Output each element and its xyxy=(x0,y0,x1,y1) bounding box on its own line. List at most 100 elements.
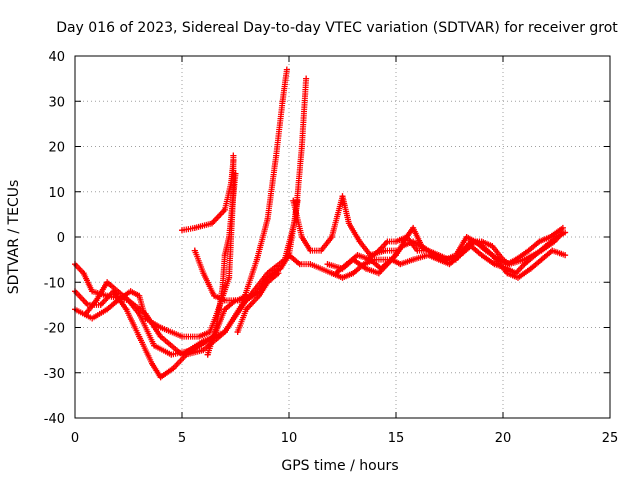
data-point xyxy=(179,227,185,234)
data-point xyxy=(532,252,539,259)
y-axis-label: SDTVAR / TECUs xyxy=(6,180,22,295)
data-point xyxy=(104,306,111,313)
data-point xyxy=(365,256,372,263)
data-point xyxy=(375,247,382,254)
data-point xyxy=(189,347,196,354)
x-tick-label: 25 xyxy=(602,431,619,446)
data-point xyxy=(290,197,297,204)
x-axis-ticks: 0 5 10 15 20 25 xyxy=(71,56,618,446)
x-tick-label: 20 xyxy=(495,431,512,446)
data-point xyxy=(504,265,511,272)
x-tick-label: 0 xyxy=(71,431,79,446)
data-point xyxy=(104,292,111,299)
data-point xyxy=(253,256,260,263)
data-point xyxy=(196,333,203,340)
data-point xyxy=(127,288,134,295)
data-point xyxy=(356,238,363,245)
data-point xyxy=(264,215,271,222)
series-track-10 xyxy=(286,229,566,281)
y-tick-label: -10 xyxy=(44,276,65,291)
data-point xyxy=(157,374,164,381)
data-point xyxy=(354,252,361,259)
data-point xyxy=(525,247,532,254)
data-point xyxy=(549,247,556,254)
data-point xyxy=(435,252,442,259)
data-point xyxy=(104,279,111,286)
series-track-7 xyxy=(204,170,239,358)
data-point xyxy=(339,193,346,200)
data-point xyxy=(393,252,399,259)
data-point xyxy=(232,170,239,177)
data-point xyxy=(339,274,346,281)
x-tick-label: 10 xyxy=(281,431,298,446)
y-tick-label: -30 xyxy=(44,367,65,382)
data-point xyxy=(467,243,474,250)
data-point xyxy=(200,270,207,277)
data-point xyxy=(538,256,545,263)
data-point xyxy=(286,252,292,259)
data-point xyxy=(243,292,250,299)
data-point xyxy=(168,351,175,358)
data-point xyxy=(221,306,228,313)
data-point xyxy=(542,243,549,250)
data-point xyxy=(191,247,198,254)
data-point xyxy=(298,234,305,240)
data-point xyxy=(298,143,305,150)
data-point xyxy=(384,238,391,245)
data-point xyxy=(350,270,357,277)
data-point xyxy=(80,270,87,277)
data-point xyxy=(410,256,417,263)
data-point xyxy=(446,256,453,263)
data-point xyxy=(472,238,479,245)
data-point xyxy=(277,265,284,272)
x-tick-label: 15 xyxy=(388,431,405,446)
data-point xyxy=(378,265,385,272)
data-point xyxy=(307,247,314,254)
data-point xyxy=(303,75,310,82)
data-point xyxy=(382,247,389,254)
data-point xyxy=(324,261,331,268)
data-point xyxy=(375,270,382,277)
x-tick-label: 5 xyxy=(178,431,186,446)
data-point xyxy=(89,288,96,295)
data-point xyxy=(514,274,521,281)
data-point xyxy=(136,333,143,340)
x-axis-label: GPS time / hours xyxy=(281,458,398,474)
data-point xyxy=(512,270,519,277)
y-tick-label: 0 xyxy=(57,231,65,246)
data-point xyxy=(562,229,569,236)
y-tick-label: 40 xyxy=(48,50,65,65)
data-point xyxy=(200,347,207,354)
data-point xyxy=(489,243,496,250)
data-point xyxy=(393,238,399,245)
data-point xyxy=(547,234,554,240)
data-point xyxy=(527,265,534,272)
data-point xyxy=(410,224,417,231)
data-point xyxy=(482,247,489,254)
data-point xyxy=(343,261,350,268)
data-point xyxy=(275,270,282,277)
data-point xyxy=(211,292,218,299)
data-point xyxy=(221,252,228,259)
data-point xyxy=(283,66,290,73)
data-point xyxy=(213,324,220,331)
data-point xyxy=(341,202,348,209)
series-track-8 xyxy=(234,270,282,336)
series-track-13 xyxy=(365,229,569,277)
data-point xyxy=(226,274,233,281)
data-point xyxy=(397,261,404,268)
data-point xyxy=(333,270,340,277)
data-point xyxy=(328,234,335,240)
data-point xyxy=(149,360,156,367)
y-tick-label: 20 xyxy=(48,141,65,156)
data-point xyxy=(363,265,370,272)
data-point xyxy=(296,261,303,268)
data-point xyxy=(230,157,237,164)
data-point xyxy=(89,315,96,322)
y-tick-label: 30 xyxy=(48,95,65,110)
data-point xyxy=(151,342,158,349)
data-point xyxy=(234,329,241,336)
data-point xyxy=(463,234,470,240)
